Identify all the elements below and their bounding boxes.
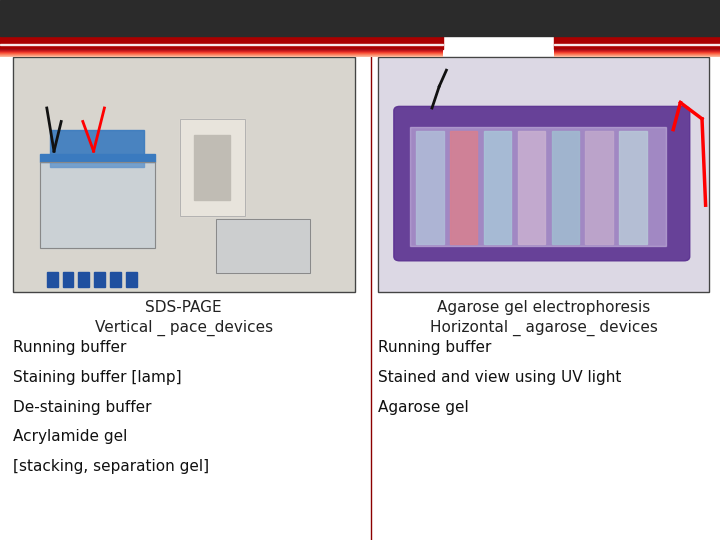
Bar xyxy=(378,57,709,292)
Bar xyxy=(194,135,230,200)
Text: SDS-PAGE: SDS-PAGE xyxy=(145,300,222,315)
Text: Agarose gel electrophoresis: Agarose gel electrophoresis xyxy=(437,300,650,315)
Text: Running buffer: Running buffer xyxy=(378,340,491,355)
Bar xyxy=(50,130,144,167)
Bar xyxy=(416,131,444,244)
Bar xyxy=(40,154,155,162)
Bar xyxy=(450,131,477,244)
Bar xyxy=(410,127,666,246)
Bar xyxy=(78,272,89,287)
Text: Running buffer: Running buffer xyxy=(13,340,126,355)
Text: Vertical _ pace_devices: Vertical _ pace_devices xyxy=(94,320,273,336)
Bar xyxy=(0,0,720,36)
Bar xyxy=(518,131,545,244)
Text: Agarose gel: Agarose gel xyxy=(378,400,469,415)
Text: [stacking, separation gel]: [stacking, separation gel] xyxy=(13,459,209,474)
Bar xyxy=(0,36,443,49)
Bar xyxy=(94,272,105,287)
Bar xyxy=(40,162,155,248)
Bar xyxy=(554,36,720,49)
Bar xyxy=(552,131,579,244)
Bar xyxy=(63,272,73,287)
Bar xyxy=(180,119,245,216)
Bar xyxy=(47,272,58,287)
Bar xyxy=(216,219,310,273)
Text: Acrylamide gel: Acrylamide gel xyxy=(13,429,127,444)
Bar xyxy=(585,131,613,244)
Bar xyxy=(484,131,511,244)
Bar xyxy=(13,57,355,292)
Bar xyxy=(619,131,647,244)
Text: Staining buffer [lamp]: Staining buffer [lamp] xyxy=(13,370,181,385)
Bar xyxy=(0,44,443,45)
Text: Stained and view using UV light: Stained and view using UV light xyxy=(378,370,621,385)
Bar xyxy=(554,44,720,45)
Text: Horizontal _ agarose_ devices: Horizontal _ agarose_ devices xyxy=(430,320,657,336)
Bar xyxy=(126,272,137,287)
Text: De-staining buffer: De-staining buffer xyxy=(13,400,151,415)
Bar xyxy=(15,59,353,289)
Bar xyxy=(380,59,707,289)
FancyBboxPatch shape xyxy=(394,106,690,261)
Bar xyxy=(40,162,155,248)
Bar xyxy=(216,219,310,273)
Bar xyxy=(180,119,245,216)
Bar xyxy=(110,272,121,287)
